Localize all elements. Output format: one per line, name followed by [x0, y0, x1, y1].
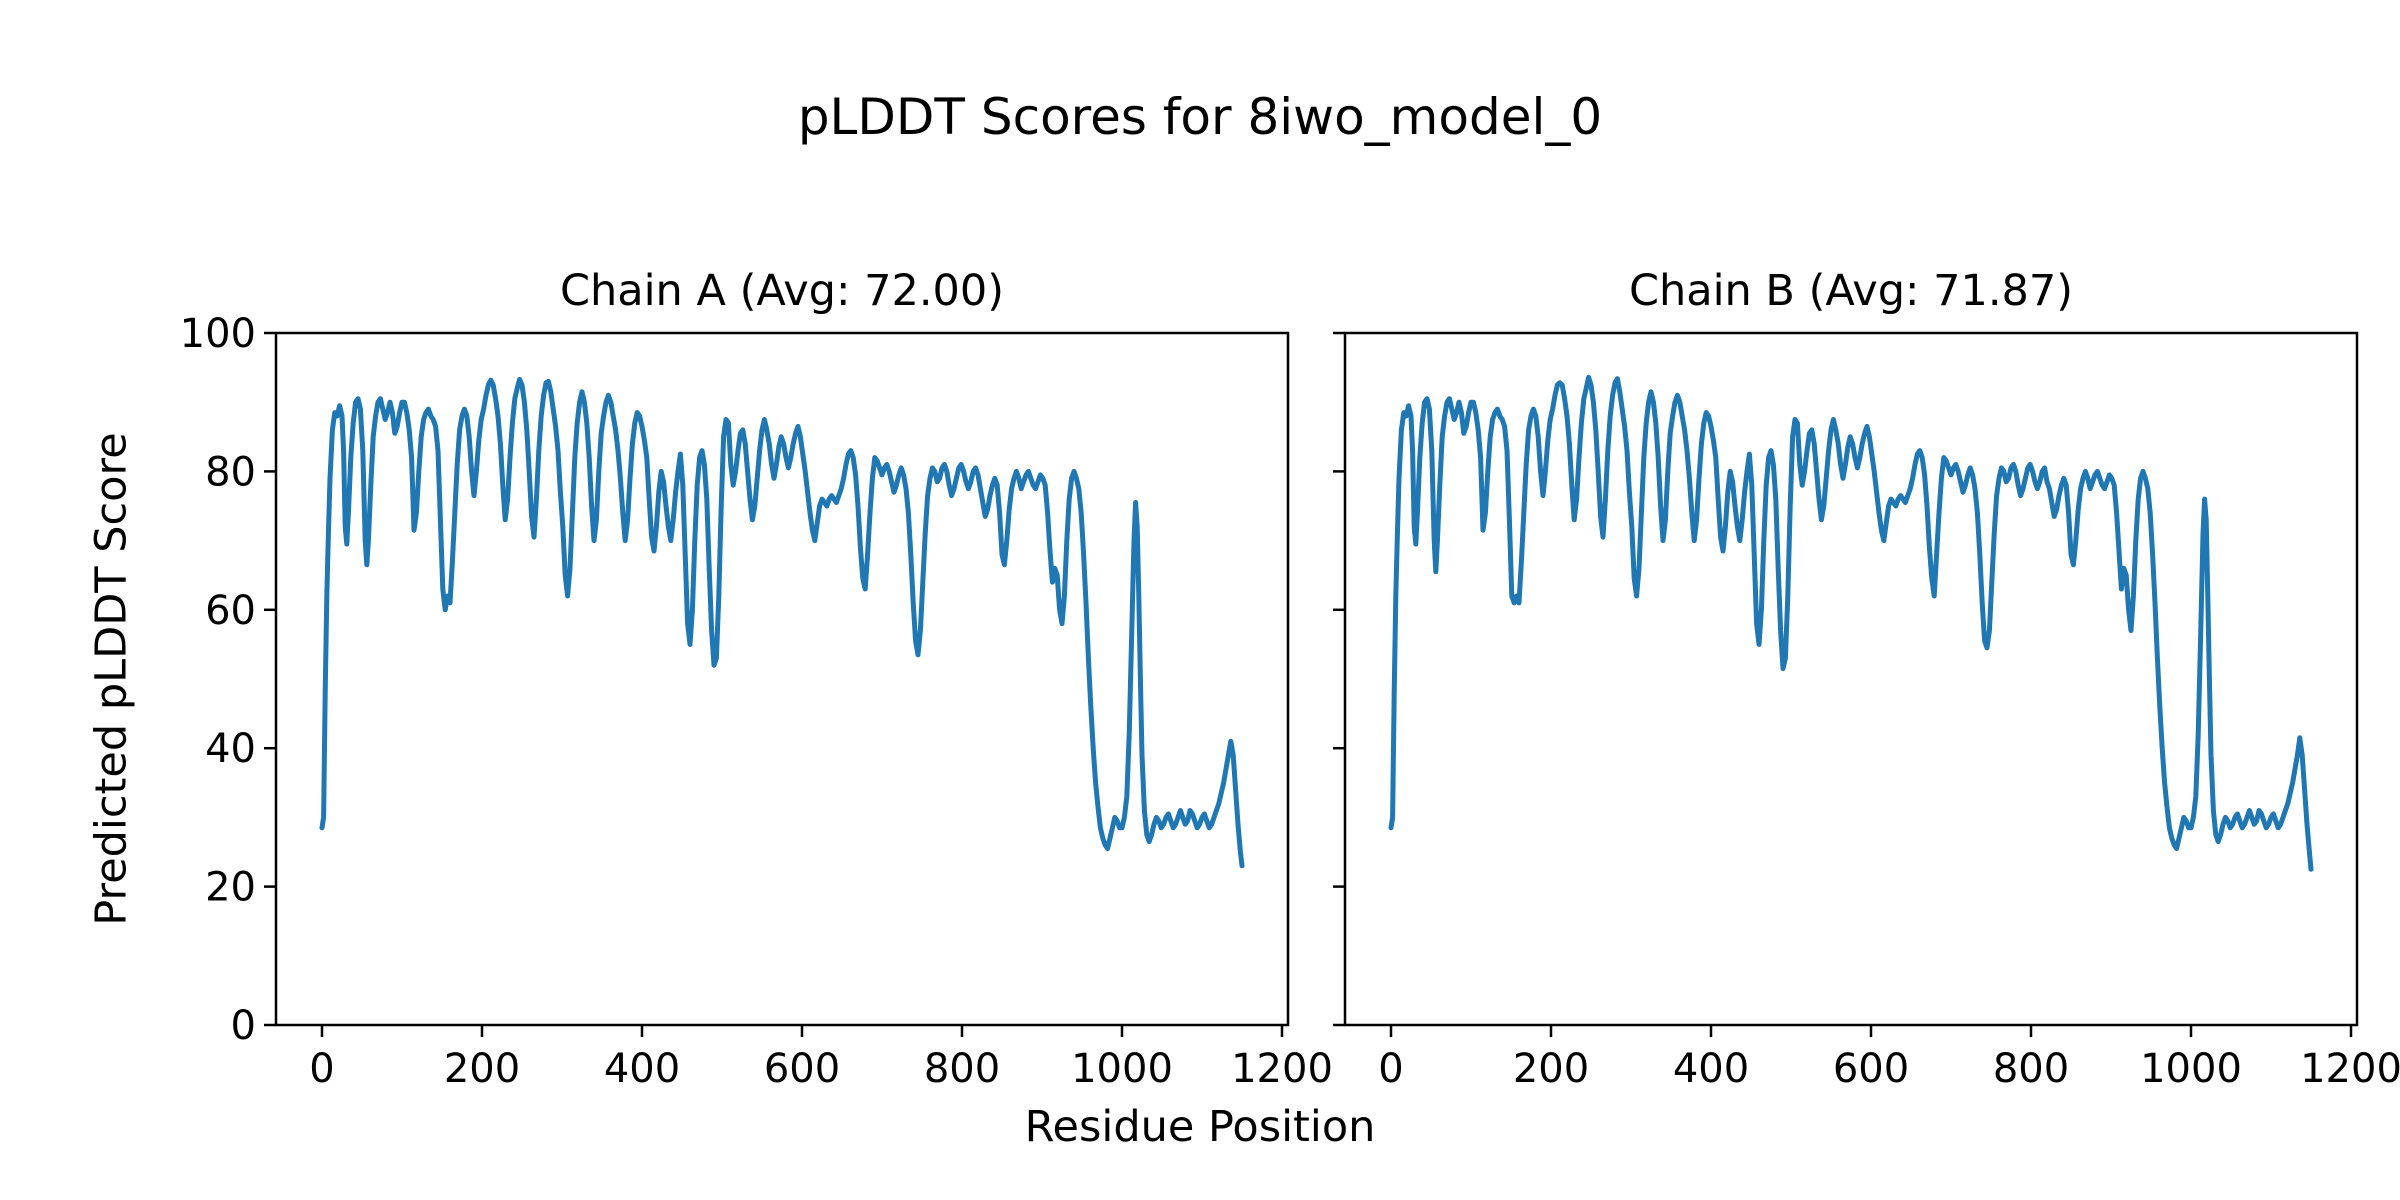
y-tick-label: 0 — [231, 1003, 256, 1049]
x-tick-label: 1200 — [2300, 1046, 2400, 1092]
x-tick-label: 1000 — [1071, 1046, 1173, 1092]
subplot-title-chain-b: Chain B (Avg: 71.87) — [1628, 266, 2074, 316]
y-tick-label: 20 — [205, 865, 256, 911]
x-tick-label: 600 — [764, 1046, 840, 1092]
figure-title: pLDDT Scores for 8iwo_model_0 — [797, 88, 1603, 146]
subplot-title-chain-a: Chain A (Avg: 72.00) — [559, 266, 1005, 316]
y-axis-label: Predicted pLDDT Score — [86, 432, 137, 926]
x-tick-label: 1200 — [1231, 1046, 1333, 1092]
x-tick-label: 400 — [604, 1046, 680, 1092]
x-tick-label: 800 — [924, 1046, 1000, 1092]
x-tick-label: 800 — [1993, 1046, 2069, 1092]
x-tick-label: 1000 — [2140, 1046, 2242, 1092]
plddt-line-chain-b — [1388, 374, 2314, 872]
x-tick-label: 200 — [444, 1046, 520, 1092]
y-tick-label: 40 — [205, 726, 256, 772]
x-tick-label: 0 — [1378, 1046, 1403, 1092]
axes-spines-chain-b — [1343, 331, 2359, 1027]
x-tick-label: 0 — [309, 1046, 334, 1092]
y-tick-label: 100 — [180, 311, 256, 357]
x-tick-label: 200 — [1513, 1046, 1589, 1092]
y-tick-label: 80 — [205, 449, 256, 495]
y-tick-label: 60 — [205, 588, 256, 634]
x-tick-label: 600 — [1833, 1046, 1909, 1092]
x-axis-label: Residue Position — [1024, 1102, 1376, 1152]
plddt-line-chain-a — [319, 376, 1245, 869]
x-tick-label: 400 — [1673, 1046, 1749, 1092]
axes-spines-chain-a — [274, 331, 1290, 1027]
